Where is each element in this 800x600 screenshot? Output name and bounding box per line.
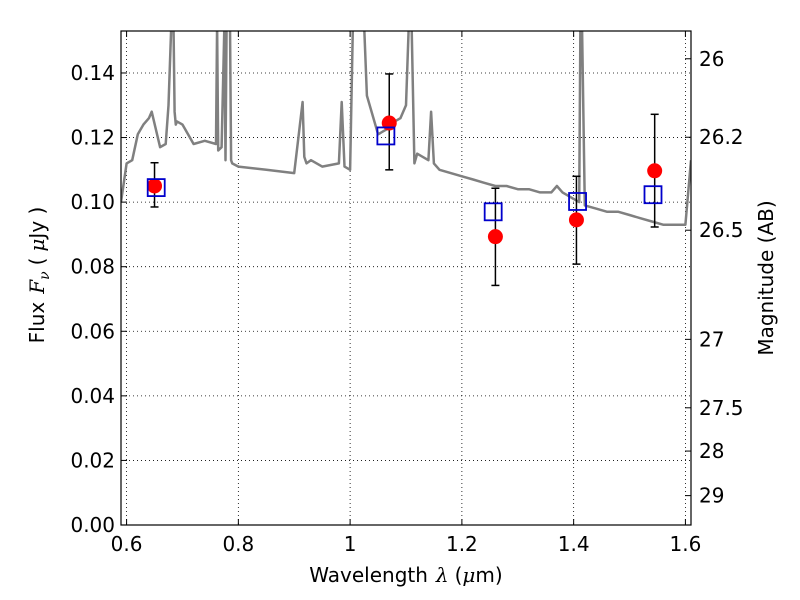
right-tick-label: 26.5 [699,218,744,242]
model-point [568,192,587,211]
observed-point [147,178,163,194]
x-axis-title: Wavelength λ (μm) [309,563,502,587]
observed-point [568,212,584,228]
x-tick-label: 1.4 [558,532,590,556]
x-tick-label: 1.6 [670,532,702,556]
observed-points [147,115,663,245]
spectrum-line [121,31,691,226]
right-tick-label: 29 [699,484,724,508]
y-tick-label: 0.02 [70,448,115,472]
observed-point [487,229,503,245]
model-point [146,178,166,197]
right-tick-label: 27.5 [699,396,744,420]
y-tick-label: 0.10 [70,190,115,214]
y-tick-label: 0.12 [70,126,115,150]
right-tick-label: 27 [699,327,724,351]
y-tick-label: 0.06 [70,319,115,343]
right-tick-label: 26 [699,47,724,71]
right-tick-label: 26.2 [699,125,744,149]
x-tick-label: 1.2 [446,532,478,556]
x-tick-label: 0.8 [222,532,254,556]
x-tick-label: 0.6 [111,532,143,556]
x-tick-label: 1 [344,532,357,556]
model-point [483,202,503,222]
template-spectrum-line [121,31,691,226]
y-tick-label: 0.08 [70,255,115,279]
y-tick-label: 0.04 [70,384,115,408]
model-point [643,185,663,205]
x-axis-ticks: 0.6 0.8 1 1.2 1.4 1.6 [111,31,702,556]
right-axis-ticks: 26 26.2 26.5 27 27.5 28 29 [685,47,744,508]
plot-frame [120,30,692,526]
model-points [146,126,663,222]
y-tick-label: 0.14 [70,61,115,85]
right-tick-label: 28 [699,439,724,463]
y-axis-ticks: 0.00 0.02 0.04 0.06 0.08 0.10 0.12 0.14 [70,61,127,537]
y-axis-title: FluxFν(μJy ) [25,207,53,344]
observed-point [647,163,663,179]
model-point [376,126,396,146]
right-axis-title: Magnitude (AB) [754,200,778,355]
y-tick-label: 0.00 [70,513,115,537]
